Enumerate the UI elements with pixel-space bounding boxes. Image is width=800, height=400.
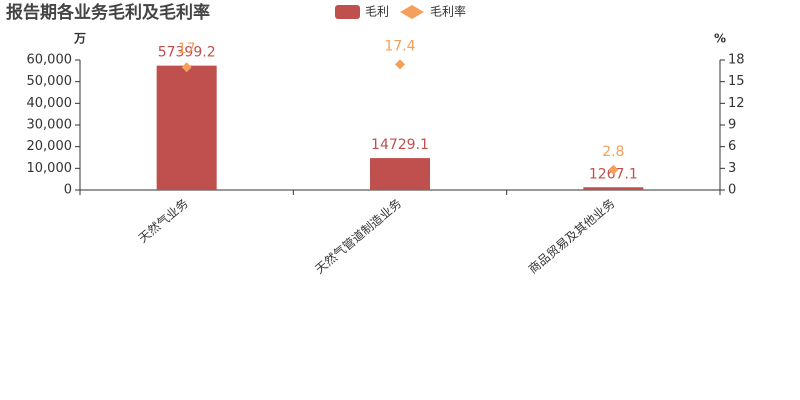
y2-unit: % (714, 32, 726, 46)
legend-label: 毛利 (365, 5, 389, 19)
y-unit: 万 (73, 32, 86, 46)
bar-value-label: 14729.1 (371, 137, 429, 153)
x-tick-label: 天然气管道制造业务 (312, 195, 404, 276)
bar (156, 65, 217, 190)
rate-value-label: 17.4 (384, 38, 415, 54)
rate-marker (608, 164, 619, 175)
y2-tick-label: 15 (728, 74, 745, 89)
y2-tick-label: 0 (728, 183, 736, 198)
y-tick-label: 30,000 (27, 118, 73, 133)
legend-swatch (400, 5, 424, 19)
rate-marker (181, 62, 192, 73)
bar-value-label: 57399.2 (158, 45, 216, 61)
y-tick-label: 20,000 (27, 139, 73, 154)
y-tick-label: 0 (64, 183, 72, 198)
y-tick-label: 10,000 (27, 161, 73, 176)
bar (370, 158, 430, 190)
y2-tick-label: 3 (728, 161, 736, 176)
y2-tick-label: 12 (728, 96, 745, 111)
chart-title: 报告期各业务毛利及毛利率 (6, 2, 210, 23)
y2-tick-label: 18 (728, 53, 745, 68)
y2-tick-label: 6 (728, 139, 736, 154)
rate-marker (395, 59, 405, 70)
bar (583, 187, 644, 190)
y2-tick-label: 9 (728, 118, 736, 133)
x-tick-label: 天然气业务 (135, 195, 191, 245)
rate-value-label: 17 (178, 41, 196, 57)
y-tick-label: 40,000 (27, 96, 73, 111)
y-tick-label: 60,000 (27, 53, 73, 68)
rate-value-label: 2.8 (602, 144, 624, 160)
legend-label: 毛利率 (430, 4, 466, 19)
legend-swatch (335, 5, 360, 19)
y-tick-label: 50,000 (27, 74, 73, 89)
x-tick-label: 商品贸易及其他业务 (525, 195, 617, 276)
